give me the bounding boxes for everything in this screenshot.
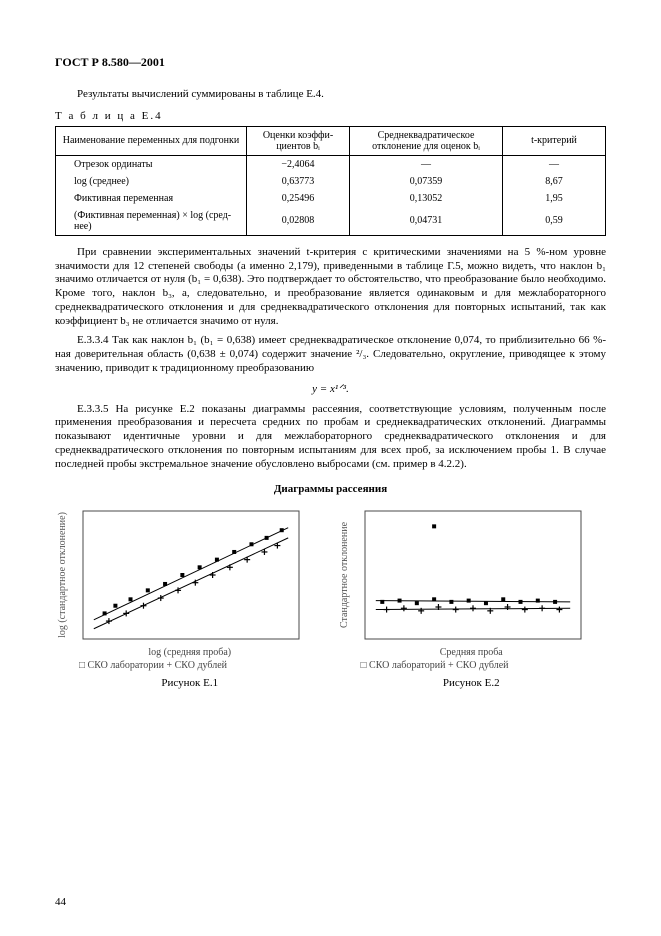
cell-sd: 0,04731 <box>350 207 503 236</box>
cell-b: 0,63773 <box>247 173 350 190</box>
svg-text:Стандартное отклонение: Стандартное отклонение <box>339 522 350 629</box>
table-row: log (среднее)0,637730,073598,67 <box>56 173 606 190</box>
cell-label: Фиктивная переменная <box>56 190 247 207</box>
table-caption: Т а б л и ц а Е.4 <box>55 110 606 122</box>
th-b: Оценки коэффи- циентов bᵢ <box>247 126 350 155</box>
th-t: t-критерий <box>503 126 606 155</box>
intro-paragraph: Результаты вычислений суммированы в табл… <box>55 88 606 102</box>
chart-2-block: Стандартное отклонение Средняя проба □ С… <box>337 505 607 689</box>
chart-2: Стандартное отклонение <box>337 505 607 645</box>
cell-label: log (среднее) <box>56 173 247 190</box>
document-header: ГОСТ Р 8.580—2001 <box>55 55 606 70</box>
cell-label: (Фиктивная переменная) × log (сред- нее) <box>56 207 247 236</box>
svg-text:log (стандартное отклонение): log (стандартное отклонение) <box>57 512 68 638</box>
paragraph-2: Е.3.3.4 Так как наклон b₁ (b₁ = 0,638) и… <box>55 334 606 375</box>
formula: y = x¹ᐟ³. <box>55 382 606 395</box>
th-sd: Среднеквадратическое отклонение для оцен… <box>350 126 503 155</box>
charts-section-title: Диаграммы рассеяния <box>55 483 606 495</box>
chart-2-legend: □ СКО лабораторий + СКО дублей <box>337 660 607 671</box>
cell-t: — <box>503 155 606 173</box>
chart-1-block: log (стандартное отклонение) log (средня… <box>55 505 325 689</box>
table-row: (Фиктивная переменная) × log (сред- нее)… <box>56 207 606 236</box>
paragraph-1: При сравнении экспериментальных значений… <box>55 246 606 329</box>
chart-2-caption: Рисунок Е.2 <box>337 677 607 689</box>
cell-t: 8,67 <box>503 173 606 190</box>
table-header-row: Наименование переменных для подгонки Оце… <box>56 126 606 155</box>
cell-label: Отрезок ординаты <box>56 155 247 173</box>
chart-1-caption: Рисунок Е.1 <box>55 677 325 689</box>
cell-t: 0,59 <box>503 207 606 236</box>
cell-t: 1,95 <box>503 190 606 207</box>
chart-2-xlabel: Средняя проба <box>337 647 607 658</box>
chart-1: log (стандартное отклонение) <box>55 505 325 645</box>
cell-sd: 0,13052 <box>350 190 503 207</box>
chart-1-legend: □ СКО лаборатории + СКО дублей <box>55 660 325 671</box>
page-number: 44 <box>55 896 66 908</box>
th-name: Наименование переменных для подгонки <box>56 126 247 155</box>
charts-row: log (стандартное отклонение) log (средня… <box>55 505 606 689</box>
coefficients-table: Наименование переменных для подгонки Оце… <box>55 126 606 236</box>
paragraph-3: Е.3.3.5 На рисунке Е.2 показаны диаграмм… <box>55 403 606 472</box>
cell-sd: 0,07359 <box>350 173 503 190</box>
cell-b: 0,02808 <box>247 207 350 236</box>
cell-b: −2,4064 <box>247 155 350 173</box>
chart-1-xlabel: log (средняя проба) <box>55 647 325 658</box>
cell-b: 0,25496 <box>247 190 350 207</box>
table-row: Отрезок ординаты−2,4064—— <box>56 155 606 173</box>
cell-sd: — <box>350 155 503 173</box>
table-row: Фиктивная переменная0,254960,130521,95 <box>56 190 606 207</box>
